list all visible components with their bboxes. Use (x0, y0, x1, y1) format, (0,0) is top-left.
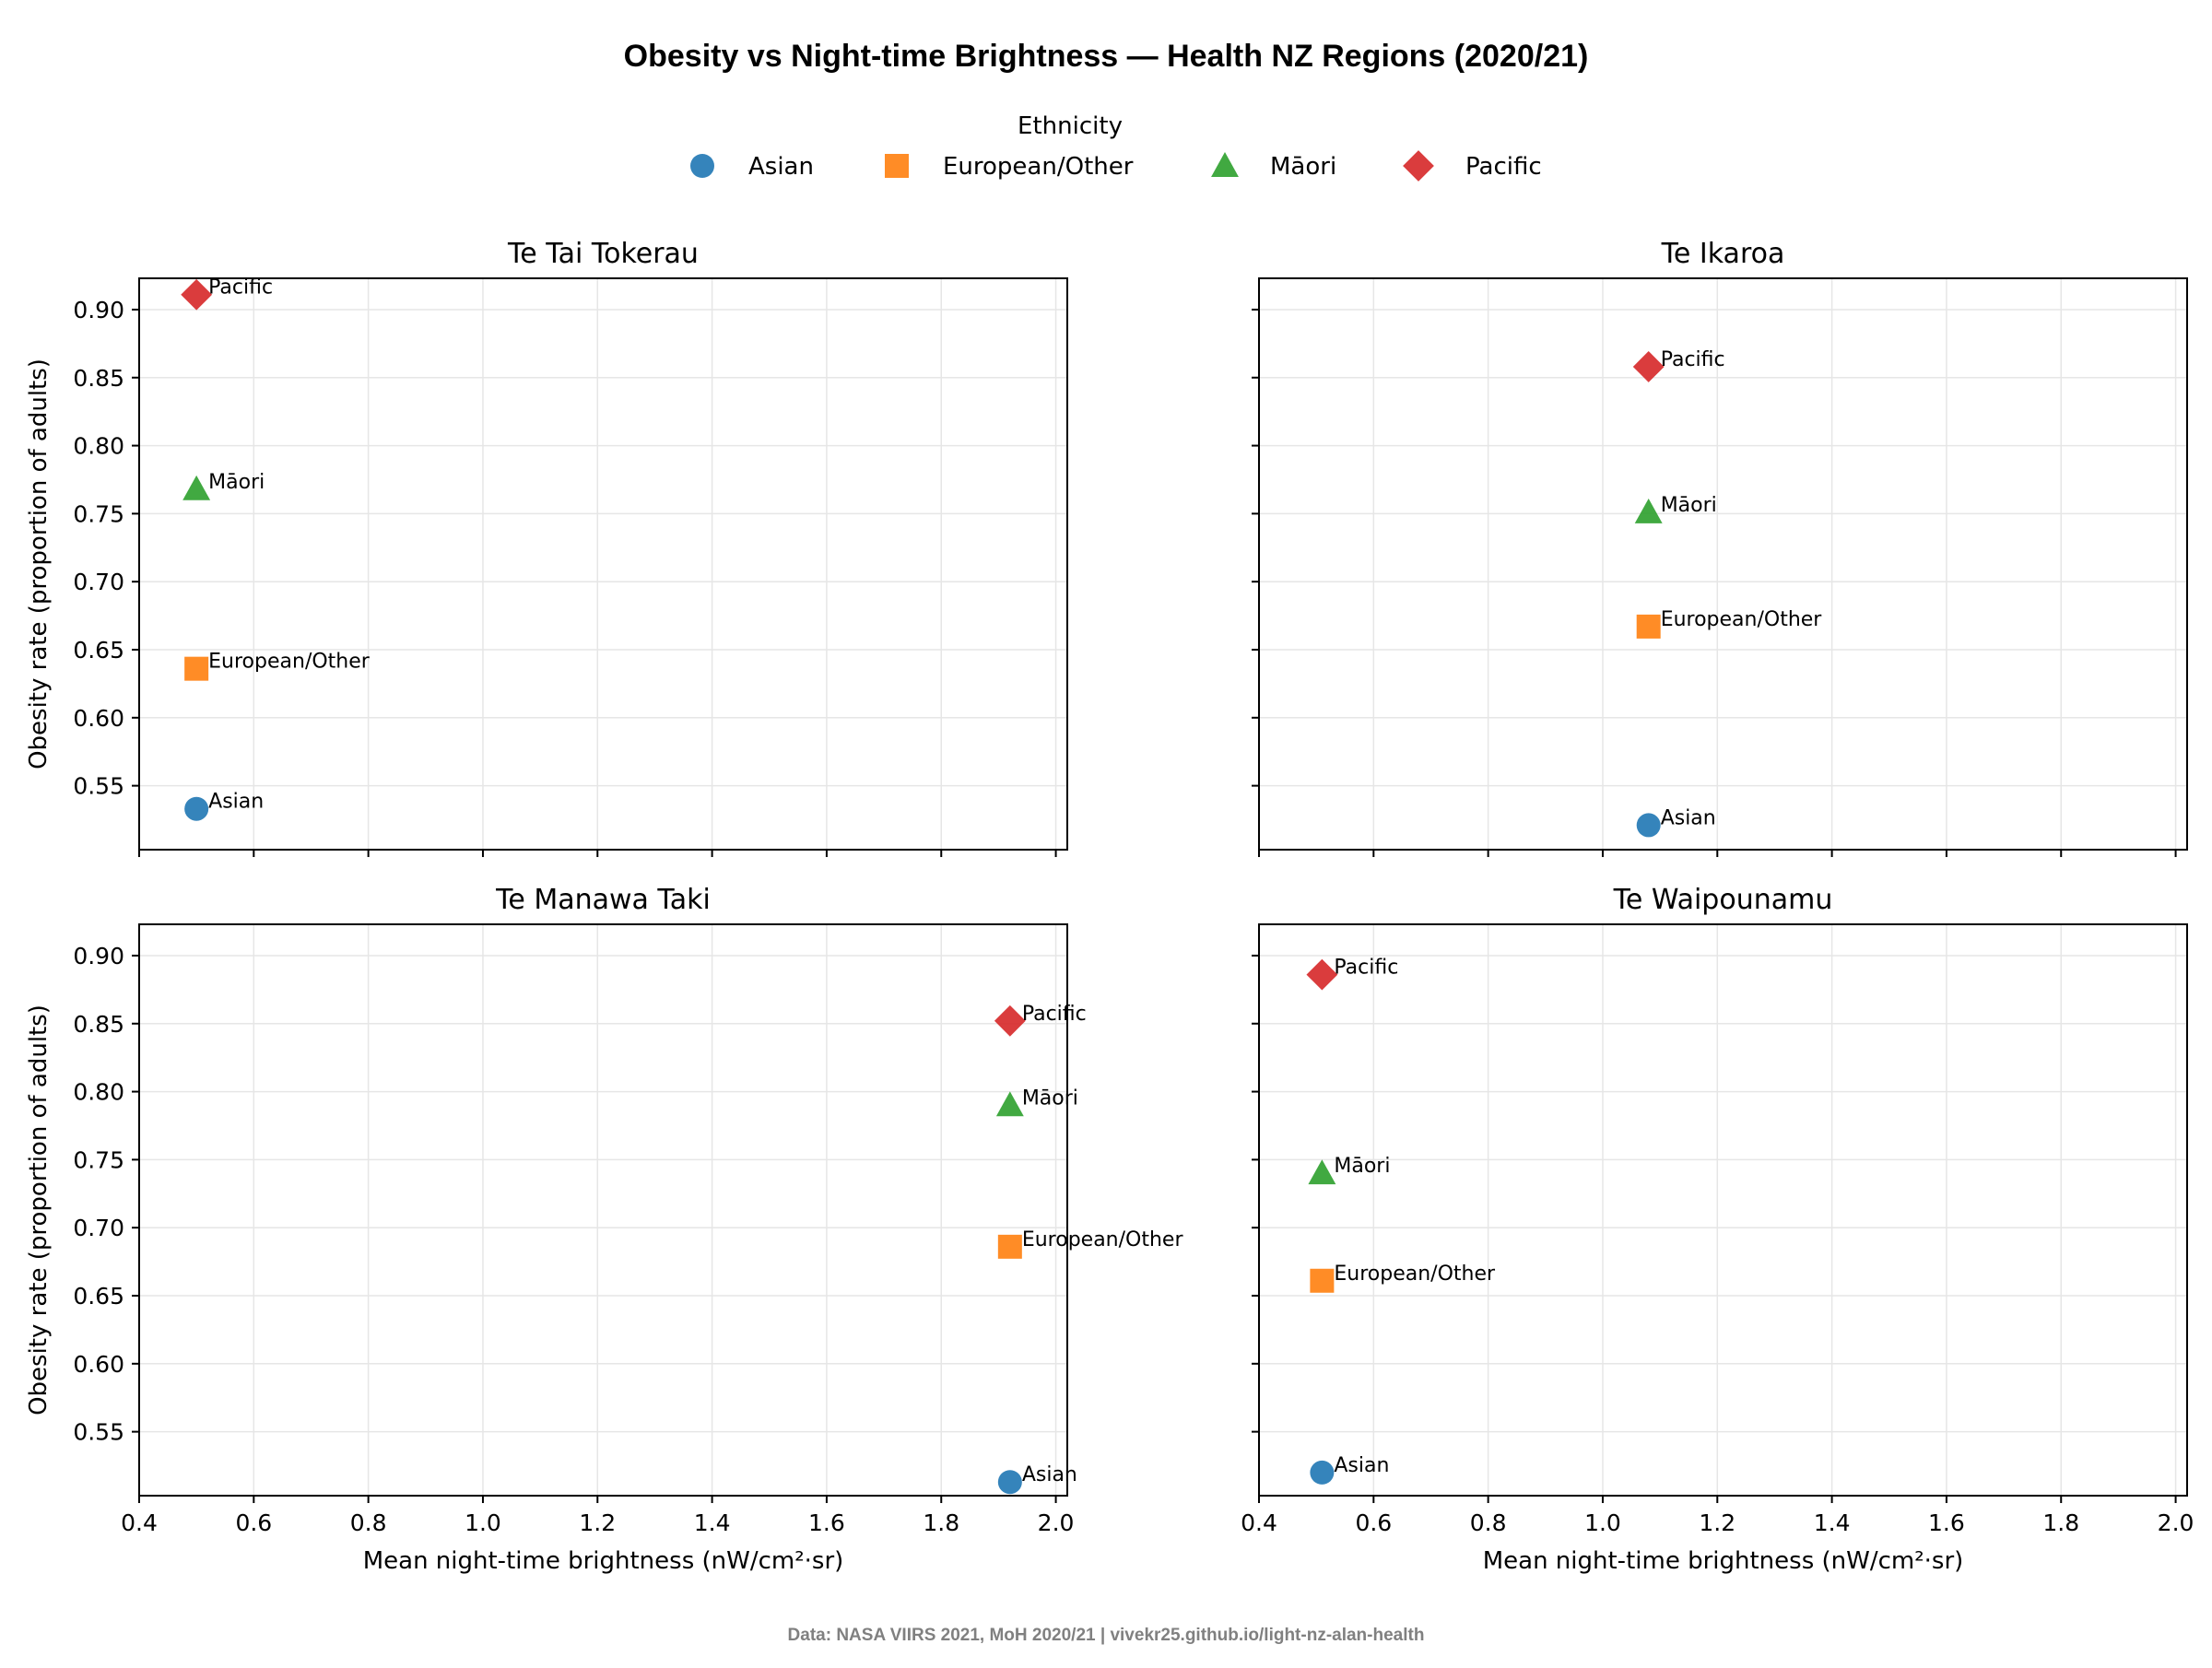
point-maori (182, 475, 211, 500)
point-label-pacific: Pacific (1334, 957, 1398, 980)
point-label-pacific: Pacific (1022, 1003, 1087, 1026)
y-tick-label: 0.90 (73, 297, 124, 323)
legend-label-asian: Asian (748, 153, 814, 181)
point-asian (184, 796, 209, 821)
x-tick-label: 0.8 (1470, 1509, 1507, 1536)
x-tick-label: 0.4 (1241, 1509, 1277, 1536)
legend-label-maori: Māori (1270, 153, 1336, 181)
panel-title: Te Waipounamu (1613, 884, 1833, 916)
point-european-other (184, 656, 209, 681)
legend-marker-asian (690, 154, 714, 178)
x-tick-label: 1.4 (1814, 1509, 1851, 1536)
point-label-asian: Asian (1022, 1463, 1077, 1486)
point-european-other (1310, 1268, 1335, 1293)
y-axis-label: Obesity rate (proportion of adults) (25, 1004, 53, 1415)
point-european-other (997, 1234, 1022, 1259)
y-tick-label: 0.65 (73, 1283, 124, 1310)
y-tick-label: 0.90 (73, 943, 124, 969)
y-tick-label: 0.70 (73, 1215, 124, 1241)
y-tick-label: 0.65 (73, 637, 124, 664)
x-tick-label: 1.2 (1699, 1509, 1735, 1536)
point-label-european-other: European/Other (1022, 1228, 1184, 1251)
x-tick-label: 2.0 (2158, 1509, 2194, 1536)
point-label-maori: Māori (208, 471, 265, 494)
panel-te-tai-tokerau: 0.55 0.60 0.65 0.70 0.75 0.80 0.85 0.90 Te Tai T… (25, 238, 1068, 857)
x-tick-label: 0.8 (350, 1509, 387, 1536)
point-label-pacific: Pacific (208, 276, 273, 300)
panel-title: Te Tai Tokerau (507, 238, 699, 270)
y-tick-label: 0.75 (73, 1146, 124, 1173)
y-axis-label: Obesity rate (proportion of adults) (25, 358, 53, 769)
x-tick-label: 1.8 (2042, 1509, 2079, 1536)
plot-frame (138, 277, 1068, 851)
x-tick-label: 0.4 (121, 1509, 158, 1536)
plot-frame (138, 923, 1068, 1497)
point-asian (1636, 813, 1661, 838)
x-tick-label: 2.0 (1038, 1509, 1075, 1536)
y-tick-label: 0.80 (73, 433, 124, 460)
point-pacific (994, 1004, 1026, 1037)
panel-te-ikaroa: Te Ikaroa Asian European/Other Māori Pacific (1252, 238, 2188, 857)
x-tick-label: 1.8 (923, 1509, 959, 1536)
legend-label-pacific: Pacific (1465, 153, 1542, 181)
point-label-asian: Asian (208, 791, 264, 814)
panel-title: Te Manawa Taki (495, 884, 711, 916)
x-tick-label: 1.0 (1584, 1509, 1621, 1536)
x-tick-label: 1.0 (465, 1509, 501, 1536)
point-maori (1308, 1159, 1336, 1185)
legend-marker-european-other (885, 154, 909, 178)
x-tick-label: 1.4 (694, 1509, 731, 1536)
x-tick-label: 1.2 (579, 1509, 616, 1536)
point-label-maori: Māori (1022, 1087, 1078, 1110)
y-tick-label: 0.55 (73, 1419, 124, 1446)
panel-title: Te Ikaroa (1661, 238, 1785, 270)
y-tick-label: 0.60 (73, 1351, 124, 1378)
y-tick-label: 0.75 (73, 500, 124, 527)
point-label-maori: Māori (1661, 494, 1717, 517)
y-tick-label: 0.80 (73, 1079, 124, 1106)
point-maori (995, 1091, 1024, 1117)
y-tick-label: 0.85 (73, 1011, 124, 1038)
point-label-asian: Asian (1334, 1454, 1389, 1477)
point-label-asian: Asian (1661, 806, 1716, 829)
point-maori (1634, 498, 1663, 523)
panel-te-manawa-taki: 0.4 0.6 0.8 1.0 1.2 1.4 1.6 1.8 2.0 0.55 0.60 0.65 0… (25, 884, 1183, 1575)
point-pacific (1632, 351, 1665, 382)
point-european-other (1636, 614, 1661, 639)
x-tick-label: 0.6 (235, 1509, 272, 1536)
legend-label-european-other: European/Other (943, 153, 1134, 181)
legend-marker-pacific (1403, 150, 1434, 182)
point-label-pacific: Pacific (1661, 348, 1725, 371)
point-pacific (1306, 958, 1338, 991)
y-tick-label: 0.70 (73, 569, 124, 595)
legend-marker-maori (1211, 152, 1239, 177)
panel-te-waipounamu: 0.4 0.6 0.8 1.0 1.2 1.4 1.6 1.8 2.0 Te Waipounamu… (1241, 884, 2194, 1575)
y-tick-label: 0.85 (73, 365, 124, 392)
point-asian (997, 1470, 1022, 1495)
y-tick-label: 0.55 (73, 773, 124, 800)
legend-title: Ethnicity (1018, 112, 1123, 140)
y-tick-label: 0.60 (73, 705, 124, 732)
plot-frame (1258, 277, 2188, 851)
point-label-european-other: European/Other (208, 651, 371, 674)
chart-title: Obesity vs Night-time Brightness — Healt… (624, 39, 1589, 74)
x-tick-label: 1.6 (1928, 1509, 1965, 1536)
x-axis-label: Mean night-time brightness (nW/cm²·sr) (363, 1547, 844, 1575)
x-axis-label: Mean night-time brightness (nW/cm²·sr) (1483, 1547, 1964, 1575)
point-label-european-other: European/Other (1661, 608, 1823, 631)
legend: Asian European/Other Māori Pacific (690, 150, 1542, 182)
point-label-european-other: European/Other (1334, 1263, 1496, 1286)
point-pacific (181, 278, 213, 311)
footer-source: Data: NASA VIIRS 2021, MoH 2020/21 | viv… (788, 1626, 1425, 1645)
point-asian (1310, 1460, 1335, 1485)
x-tick-label: 1.6 (808, 1509, 845, 1536)
panels: 0.55 0.60 0.65 0.70 0.75 0.80 0.85 0.90 Te Tai T… (25, 238, 2194, 1575)
point-label-maori: Māori (1334, 1155, 1390, 1178)
plot-frame (1258, 923, 2188, 1497)
x-tick-label: 0.6 (1355, 1509, 1392, 1536)
